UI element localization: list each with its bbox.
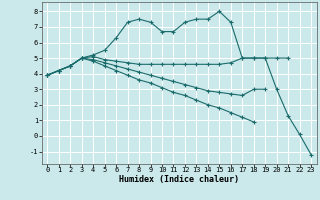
X-axis label: Humidex (Indice chaleur): Humidex (Indice chaleur)	[119, 175, 239, 184]
